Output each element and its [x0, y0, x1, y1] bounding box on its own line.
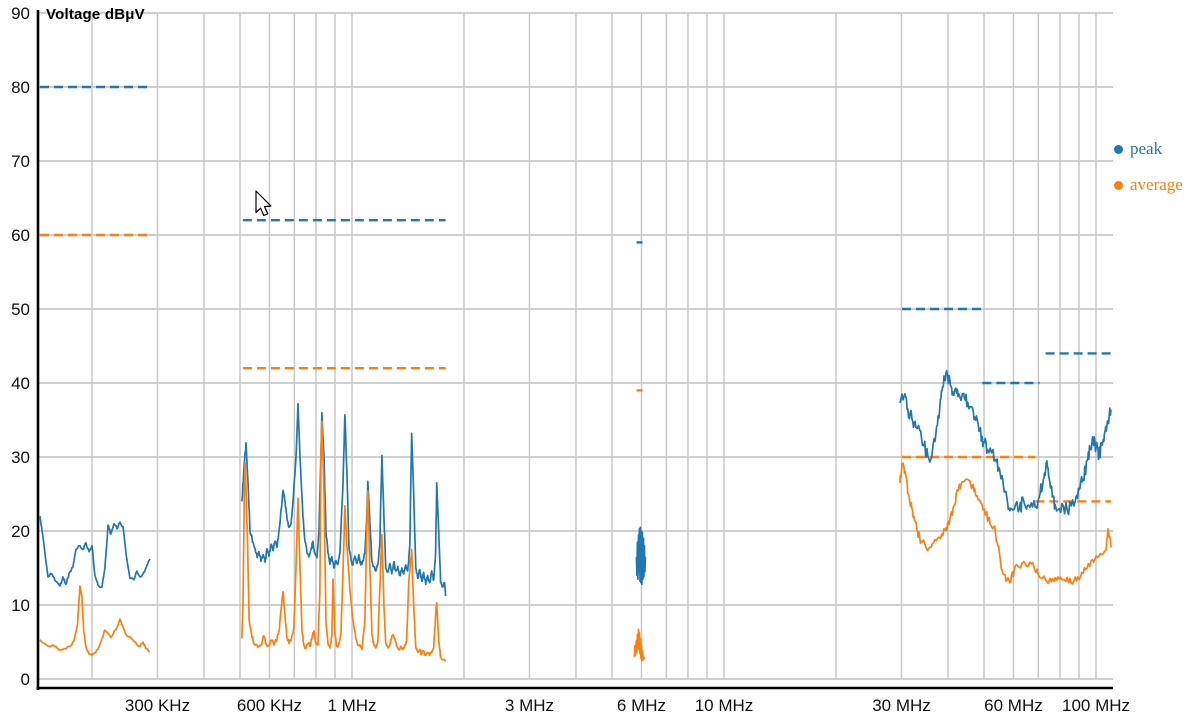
svg-text:0: 0	[21, 670, 30, 689]
limit-lines	[40, 85, 1111, 503]
svg-text:1 MHz: 1 MHz	[327, 696, 376, 715]
svg-text:100 MHz: 100 MHz	[1062, 696, 1130, 715]
svg-text:30: 30	[11, 448, 30, 467]
y-axis-tick-labels: 0 10 20 30 40 50 60 70 80 90	[11, 4, 30, 689]
x-axis-tick-labels: 300 KHz 600 KHz 1 MHz 3 MHz 6 MHz 10 MHz 30 MH…	[125, 696, 1130, 715]
svg-text:30 MHz: 30 MHz	[872, 696, 931, 715]
legend-label-average: average	[1130, 175, 1183, 194]
legend-label-peak: peak	[1130, 139, 1163, 158]
series-peak	[39, 369, 1112, 597]
svg-text:90: 90	[11, 4, 30, 23]
series-average	[39, 420, 1112, 662]
legend-item-peak: peak	[1114, 139, 1162, 159]
svg-text:40: 40	[11, 374, 30, 393]
svg-text:80: 80	[11, 78, 30, 97]
svg-text:10 MHz: 10 MHz	[695, 696, 754, 715]
legend-item-average: average	[1114, 175, 1183, 195]
chart-title: Voltage dBμV	[46, 6, 145, 23]
svg-text:600 KHz: 600 KHz	[237, 696, 302, 715]
svg-text:20: 20	[11, 522, 30, 541]
legend-marker-average	[1114, 180, 1123, 190]
svg-text:60: 60	[11, 226, 30, 245]
mouse-cursor-icon	[255, 190, 272, 217]
svg-text:3 MHz: 3 MHz	[505, 696, 554, 715]
svg-text:10: 10	[11, 596, 30, 615]
svg-text:300 KHz: 300 KHz	[125, 696, 190, 715]
svg-text:50: 50	[11, 300, 30, 319]
svg-text:6 MHz: 6 MHz	[617, 696, 666, 715]
axes	[36, 10, 1113, 690]
svg-text:70: 70	[11, 152, 30, 171]
svg-text:60 MHz: 60 MHz	[984, 696, 1043, 715]
gridlines	[38, 12, 1113, 680]
legend-marker-peak	[1114, 144, 1123, 154]
